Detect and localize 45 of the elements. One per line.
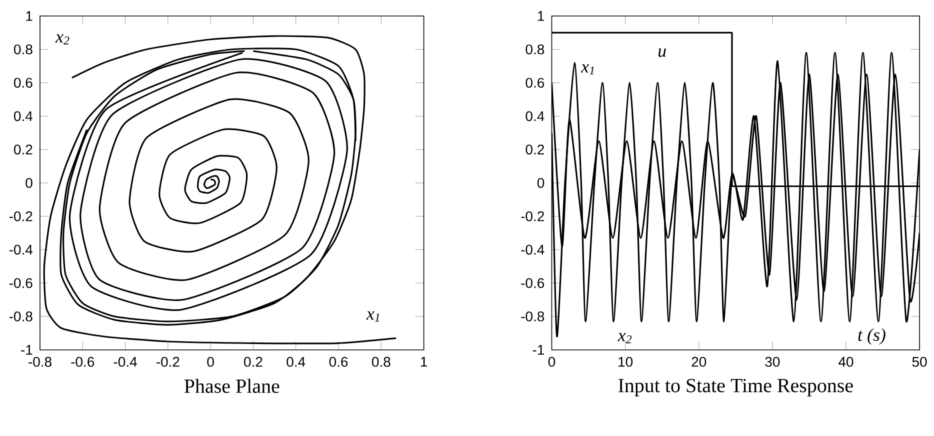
- y-tick-label: -1: [21, 345, 32, 355]
- x-tick-label: 0.6: [329, 357, 348, 367]
- annotation: u: [658, 48, 666, 58]
- x-tick-label: 1: [420, 356, 427, 367]
- x-tick-label: 0.4: [286, 357, 306, 367]
- y-tick-label: 0.6: [526, 78, 544, 88]
- x-tick-label: 0: [207, 357, 214, 367]
- y-axis-title: x$_{2}$: [55, 34, 70, 45]
- y-tick-label: -0.2: [9, 211, 32, 222]
- y-tick-label: -0.6: [521, 278, 544, 288]
- text: Phase Plane: [184, 378, 280, 394]
- x-axis-title: t (s): [858, 328, 886, 345]
- y-tick-label: -0.4: [9, 244, 33, 255]
- y-tick-label: 0.8: [526, 44, 544, 54]
- y-tick-label: 1: [538, 11, 544, 21]
- x-tick-label: -0.4: [114, 357, 137, 367]
- y-tick-label: -0.2: [521, 211, 544, 222]
- y-tick-label: 0.6: [14, 78, 32, 88]
- y-tick-label: 0.4: [526, 111, 544, 122]
- x-tick-label: 10: [618, 357, 633, 367]
- y-tick-label: -0.8: [521, 312, 544, 322]
- y-tick-label: 0.2: [526, 144, 544, 155]
- x-tick-label: 0.8: [372, 357, 390, 367]
- x-tick-label: 40: [838, 357, 854, 367]
- x-tick-label: -0.2: [156, 357, 180, 367]
- y-tick-label: 0: [26, 178, 32, 188]
- x-tick-label: 0.2: [244, 357, 262, 367]
- y-tick-label: -0.4: [521, 244, 544, 255]
- x-axis-title: x$_{1}$: [366, 311, 380, 322]
- y-tick-label: -0.8: [9, 312, 32, 322]
- annotation: x$_{1}$: [580, 64, 594, 75]
- text: Input to State Time Response: [618, 378, 853, 396]
- y-tick-label: 1: [26, 11, 32, 21]
- y-tick-label: -1: [532, 345, 544, 355]
- annotation: x$_{2}$: [618, 333, 632, 344]
- x-tick-label: 50: [912, 357, 927, 367]
- y-tick-label: 0.8: [14, 44, 32, 54]
- y-tick-label: -0.6: [9, 278, 32, 288]
- x-tick-label: 30: [765, 357, 780, 367]
- y-tick-label: 0.2: [14, 144, 32, 155]
- y-tick-label: 0.4: [14, 111, 33, 122]
- x-tick-label: 20: [692, 357, 706, 367]
- x-tick-label: 0: [548, 357, 556, 367]
- y-tick-label: 0: [537, 178, 544, 188]
- x-tick-label: -0.6: [71, 357, 94, 367]
